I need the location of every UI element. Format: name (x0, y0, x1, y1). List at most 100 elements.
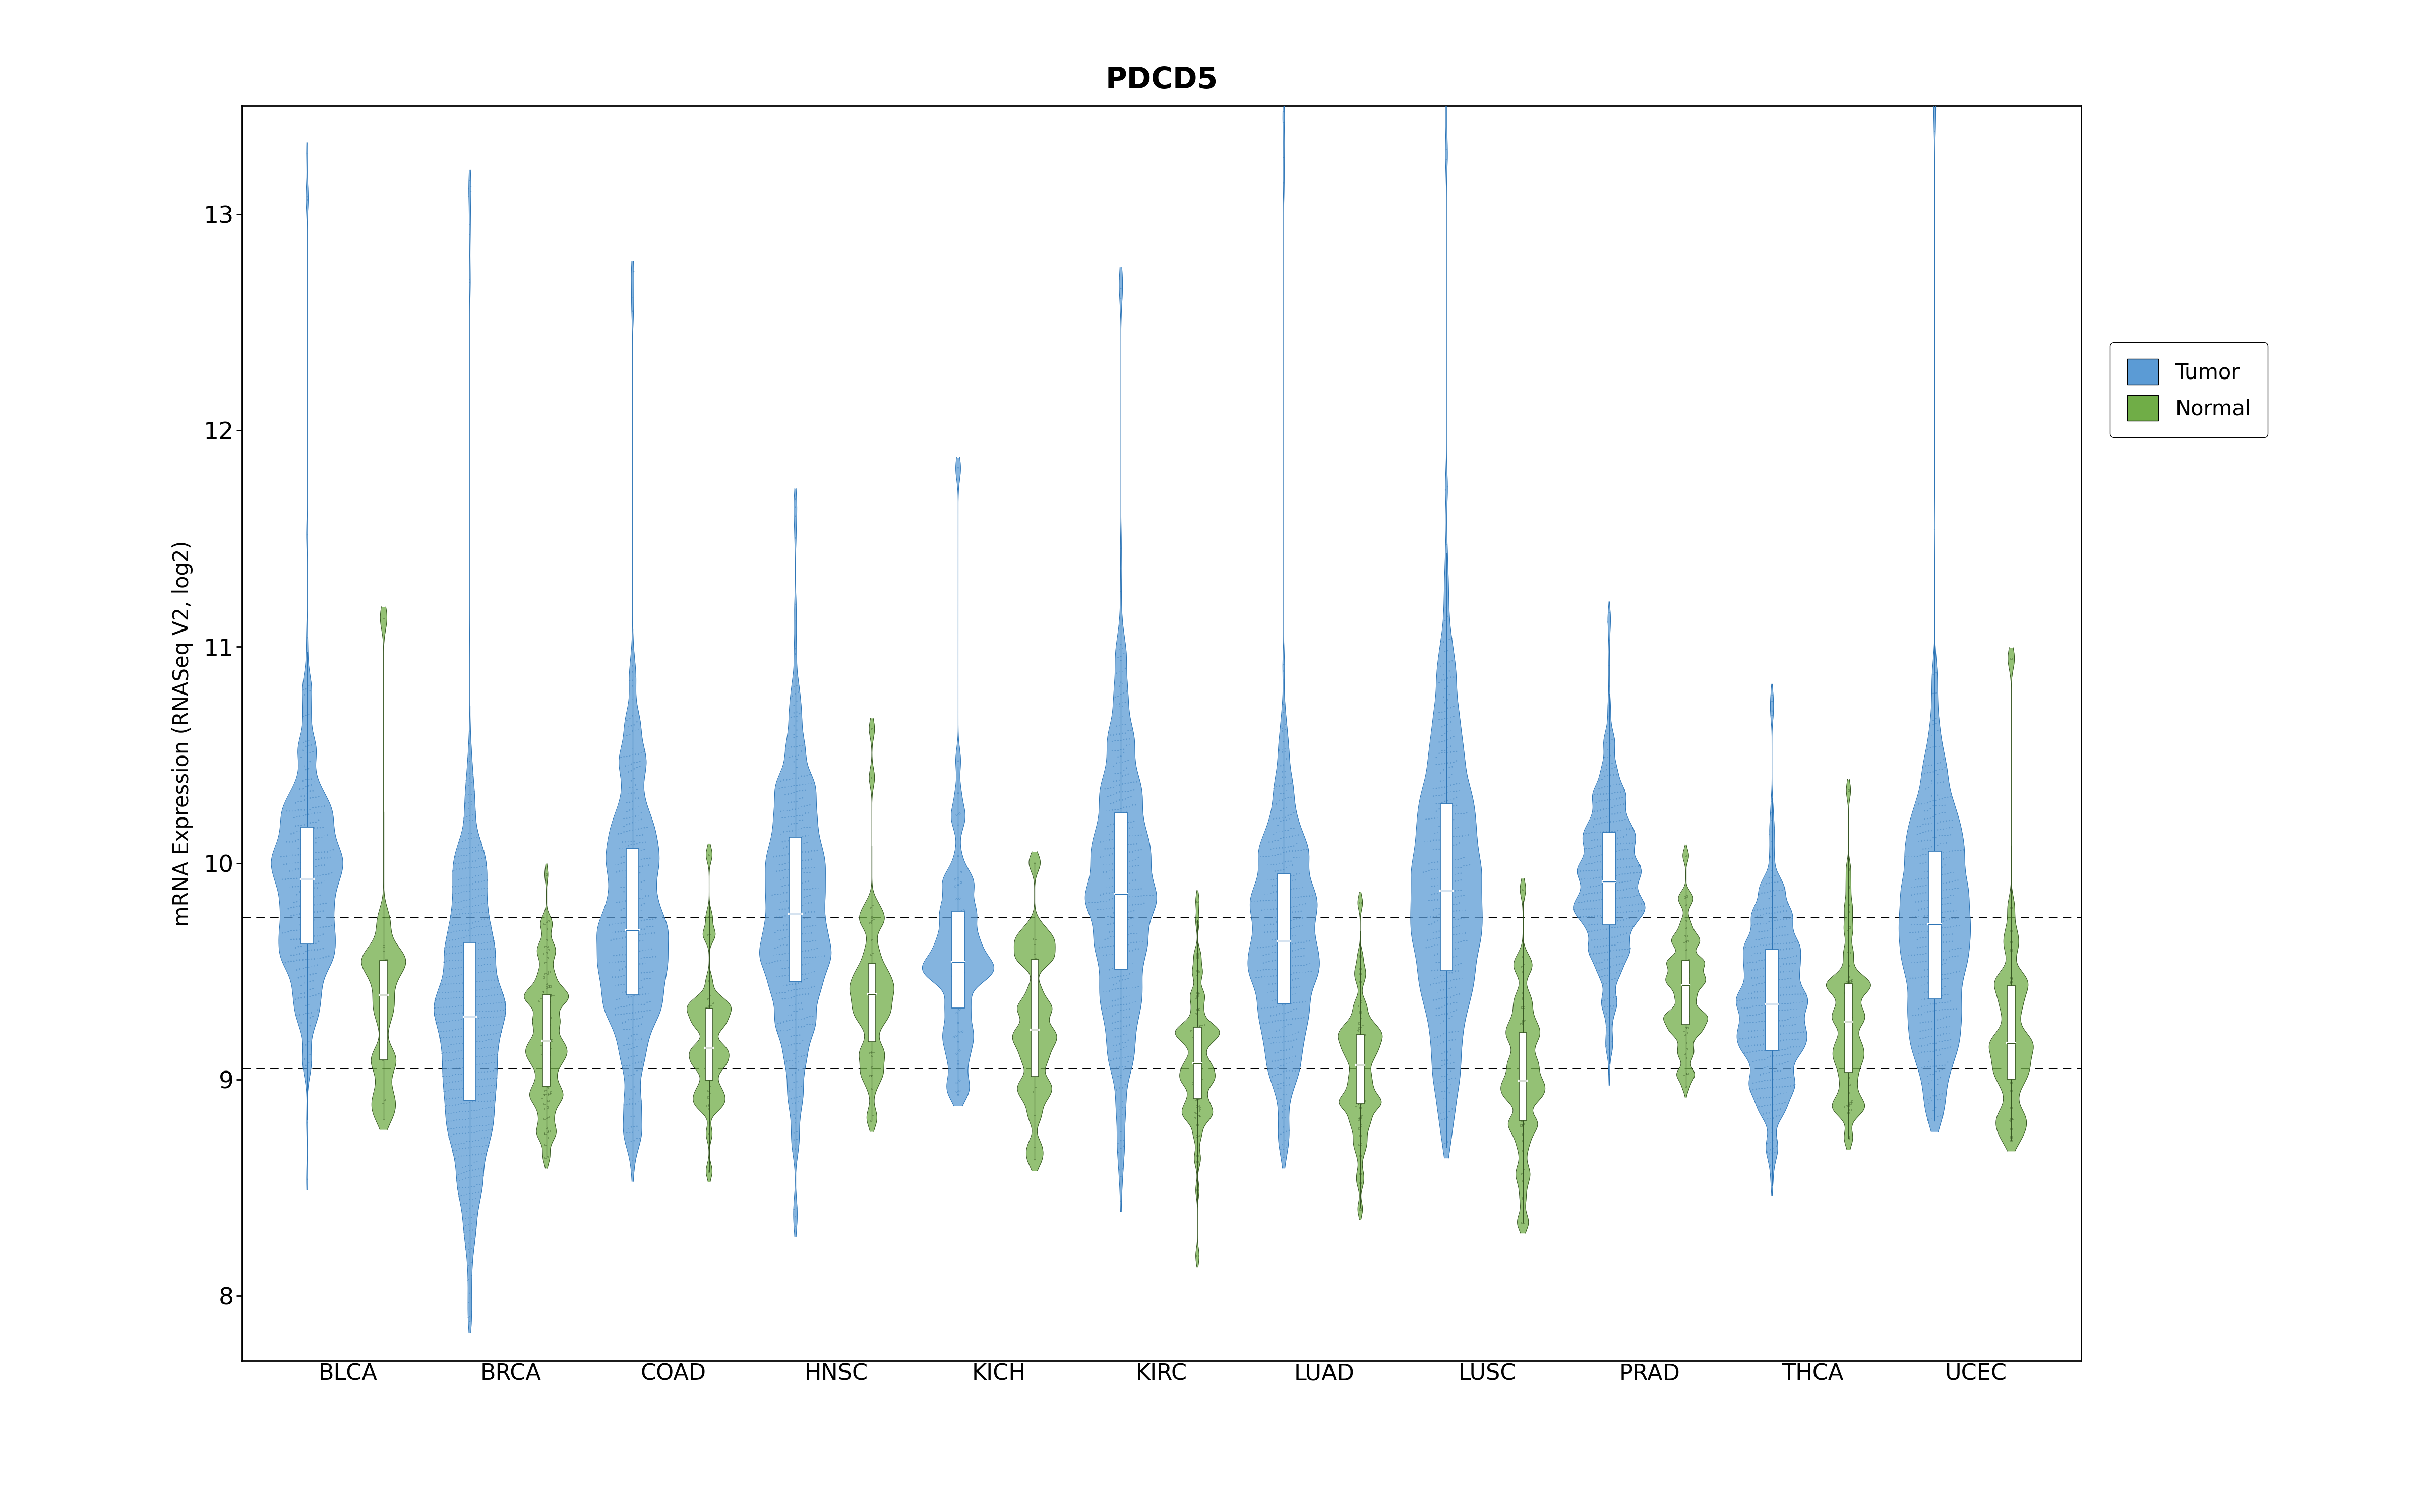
Point (1099, 738, 1137, 762)
Legend: Tumor, Normal: Tumor, Normal (2110, 342, 2268, 437)
Point (283, 850, 322, 874)
Point (1104, 1031, 1142, 1055)
Point (1912, 1054, 1951, 1078)
Point (1609, 894, 1648, 918)
Point (453, 1226, 491, 1250)
Point (1902, 866, 1941, 891)
Point (477, 1066, 515, 1090)
Point (1767, 937, 1805, 962)
Point (474, 1074, 513, 1098)
Point (455, 1226, 494, 1250)
Point (799, 936, 837, 960)
Point (445, 901, 484, 925)
Point (1558, 891, 1597, 915)
Point (1437, 739, 1476, 764)
Point (457, 999, 496, 1024)
Point (1101, 835, 1140, 859)
Point (443, 971, 482, 995)
Point (1585, 948, 1624, 972)
Point (428, 1093, 467, 1117)
Point (1263, 820, 1302, 844)
Point (283, 1010, 322, 1034)
Point (1418, 897, 1457, 921)
Point (1104, 637, 1142, 661)
Point (465, 915, 503, 939)
Point (1585, 888, 1624, 912)
Point (424, 1057, 462, 1081)
Point (1917, 759, 1955, 783)
Point (440, 903, 479, 927)
Point (1595, 901, 1634, 925)
Point (1767, 992, 1805, 1016)
Point (1096, 924, 1135, 948)
Point (290, 947, 329, 971)
Point (603, 957, 641, 981)
Point (1595, 780, 1634, 804)
Point (1588, 903, 1626, 927)
Point (365, 1055, 404, 1080)
Point (607, 812, 646, 836)
Point (765, 913, 803, 937)
Point (462, 1067, 501, 1092)
Point (1578, 859, 1617, 883)
Point (1101, 1063, 1140, 1087)
Point (474, 992, 513, 1016)
Point (1430, 900, 1469, 924)
Point (1747, 925, 1786, 950)
Point (431, 1025, 469, 1049)
Point (1609, 885, 1648, 909)
Point (939, 927, 978, 951)
Point (1104, 1134, 1142, 1158)
Point (1924, 909, 1963, 933)
Point (1096, 1002, 1135, 1027)
Point (1087, 927, 1125, 951)
Point (1292, 883, 1331, 907)
Point (293, 885, 332, 909)
Point (283, 888, 322, 912)
Point (1440, 898, 1479, 922)
Point (445, 1039, 484, 1063)
Point (1779, 983, 1817, 1007)
Point (1607, 847, 1646, 871)
Point (1592, 916, 1631, 940)
Point (779, 894, 818, 918)
Point (1827, 1040, 1866, 1064)
Point (1079, 936, 1118, 960)
Point (1179, 1055, 1217, 1080)
Point (690, 969, 728, 993)
Point (1914, 664, 1953, 688)
Point (1096, 857, 1135, 881)
Point (1764, 894, 1803, 918)
Point (690, 1086, 728, 1110)
Point (1900, 1034, 1938, 1058)
Point (1413, 898, 1452, 922)
Point (1742, 927, 1781, 951)
Title: PDCD5: PDCD5 (1106, 65, 1217, 94)
Point (770, 745, 808, 770)
Point (1421, 741, 1459, 765)
Point (774, 826, 813, 850)
Point (1104, 659, 1142, 683)
Point (757, 1012, 796, 1036)
Point (1670, 948, 1709, 972)
Point (1740, 1077, 1779, 1101)
Point (627, 815, 666, 839)
Point (443, 1167, 482, 1191)
Point (1921, 916, 1960, 940)
Point (416, 1002, 455, 1027)
Point (1902, 897, 1941, 921)
Point (1892, 921, 1931, 945)
Point (779, 916, 818, 940)
Point (1416, 806, 1454, 830)
Point (1590, 999, 1629, 1024)
Point (486, 1004, 525, 1028)
Point (482, 998, 520, 1022)
Point (1428, 842, 1467, 866)
Point (1435, 968, 1474, 992)
Point (1590, 820, 1629, 844)
Point (453, 877, 491, 901)
Point (1929, 1015, 1967, 1039)
Point (944, 951, 983, 975)
Point (1425, 948, 1464, 972)
Point (1909, 753, 1948, 777)
